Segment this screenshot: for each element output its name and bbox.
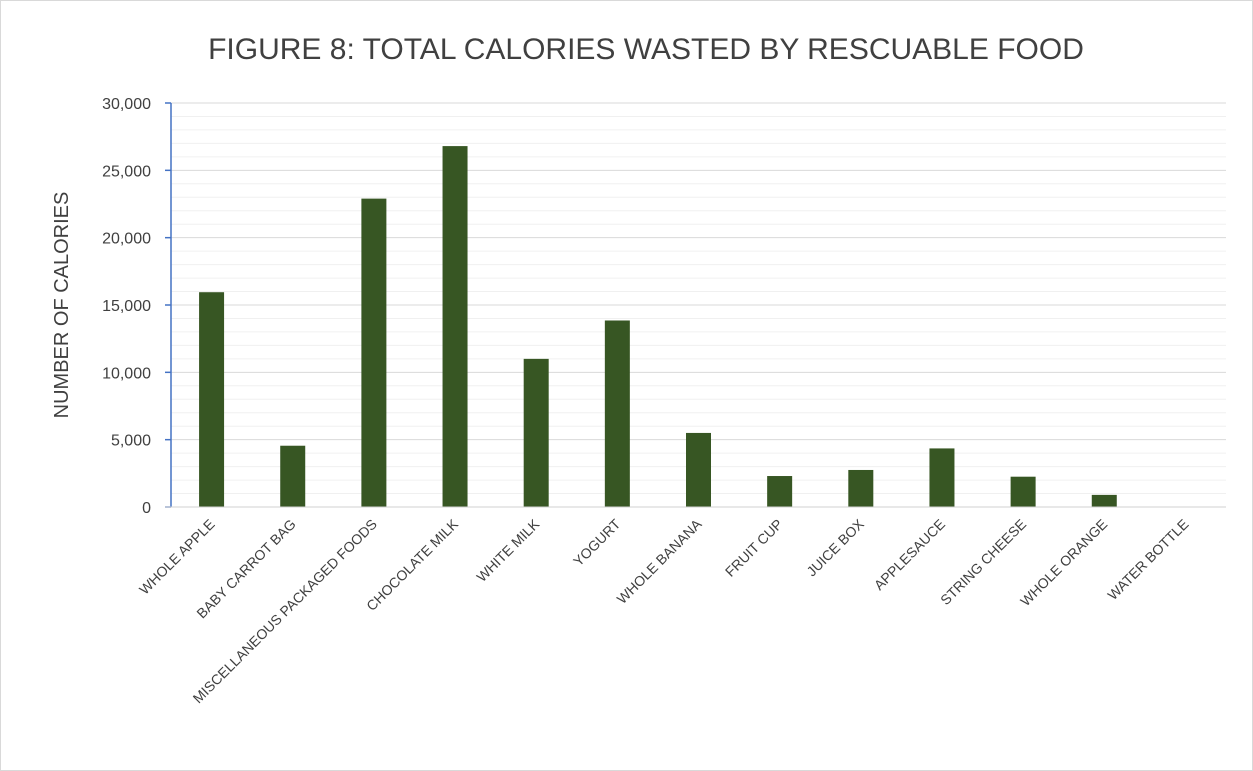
bar-fruit-cup	[767, 476, 793, 507]
bar-string-cheese	[1010, 476, 1036, 507]
x-tick-label: WATER BOTTLE	[1104, 516, 1191, 603]
x-tick-label: STRING CHEESE	[937, 516, 1029, 608]
minor-gridlines	[171, 115, 1226, 495]
x-tick-label: YOGURT	[570, 515, 624, 569]
bar-juice-box	[848, 469, 874, 507]
y-tick-label: 0	[142, 500, 151, 517]
x-tick-label: WHITE MILK	[473, 515, 543, 585]
y-tick-label: 15,000	[102, 298, 151, 315]
y-tick-label: 30,000	[102, 96, 151, 113]
y-tick-label: 10,000	[102, 365, 151, 382]
y-axis-label: NUMBER OF CALORIES	[51, 192, 73, 419]
x-tick-label: APPLESAUCE	[871, 516, 948, 593]
x-tick-label: WHOLE BANANA	[614, 515, 706, 607]
x-tick-label: WHOLE ORANGE	[1017, 516, 1110, 609]
major-gridlines	[171, 102, 1226, 441]
y-tick-label: 20,000	[102, 231, 151, 248]
bar-miscellaneous-packaged-foods	[361, 198, 387, 507]
bar-whole-apple	[199, 292, 225, 507]
bar-chocolate-milk	[442, 146, 468, 508]
x-tick-label: WHOLE APPLE	[136, 516, 218, 598]
x-tick-label: CHOCOLATE MILK	[363, 515, 462, 614]
bar-white-milk	[523, 358, 549, 507]
bar-whole-orange	[1091, 494, 1117, 507]
bar-whole-banana	[686, 432, 711, 507]
bars	[199, 146, 1117, 508]
x-tick-label: FRUIT CUP	[722, 516, 786, 580]
bar-applesauce	[929, 448, 955, 507]
chart-title: FIGURE 8: TOTAL CALORIES WASTED BY RESCU…	[208, 33, 1084, 66]
x-tick-label: MISCELLANEOUS PACKAGED FOODS	[190, 516, 380, 706]
y-tick-label: 5,000	[111, 433, 151, 450]
bar-baby-carrot-bag	[280, 445, 306, 507]
bar-yogurt	[604, 320, 630, 507]
y-axis-ticks: 0 5,000 10,000 15,000 20,000 25,000 30,000	[102, 96, 171, 517]
x-tick-label: JUICE BOX	[803, 515, 867, 579]
y-tick-label: 25,000	[102, 163, 151, 180]
